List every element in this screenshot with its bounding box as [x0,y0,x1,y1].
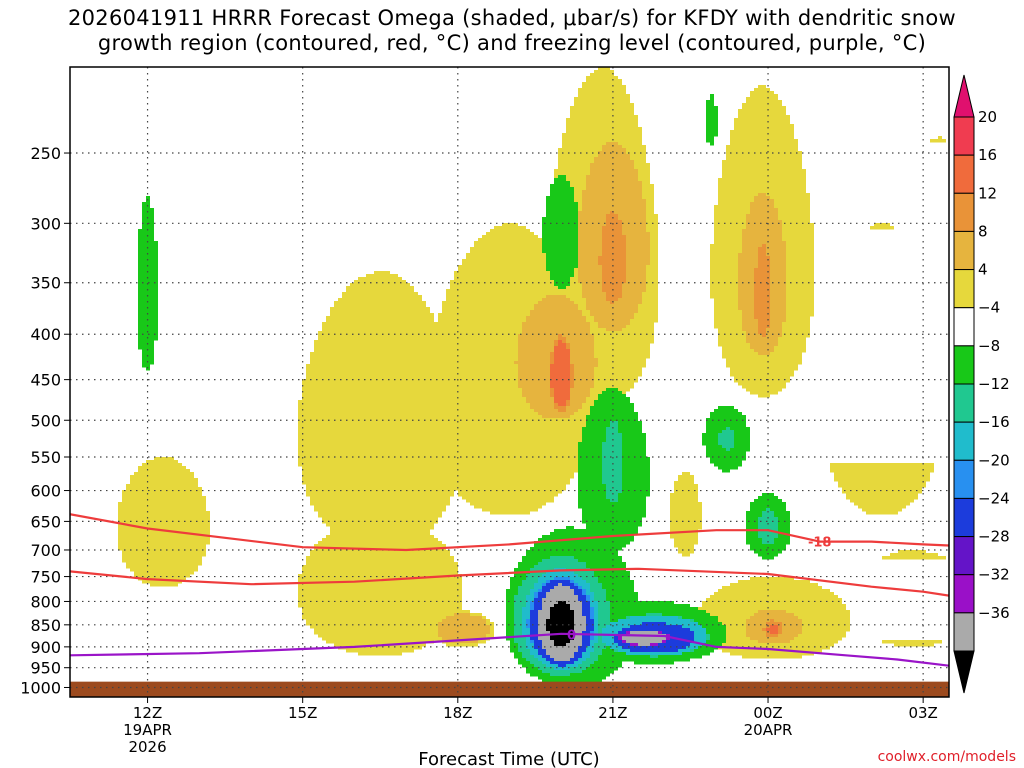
chart-title: 2026041911 HRRR Forecast Omega (shaded, … [0,6,1024,56]
colorbar-tick-label: −16 [978,413,1010,431]
colorbar-swatch [953,383,975,423]
x-tick-label: 21Z [598,704,627,722]
plot-frame [69,66,950,698]
colorbar-tick-label: −32 [978,566,1010,584]
freezing-level-contour [70,632,949,667]
colorbar-tick-label: 8 [978,222,988,240]
x-tick-label: 15Z [288,704,317,722]
colorbar-swatch [953,116,975,156]
y-tick-label: 500 [30,411,61,430]
colorbar-swatch [953,307,975,347]
y-tick-label: 850 [30,616,61,635]
y-tick-label: 650 [30,512,61,531]
ground-layer [70,681,949,697]
colorbar-tick-label: −12 [978,375,1010,393]
y-tick-label: 700 [30,541,61,560]
colorbar-swatch [953,192,975,232]
colorbar-tick-label: −20 [978,451,1010,469]
dgz-contour-label: -18 [808,536,832,551]
x-tick-label: 12Z [133,704,162,722]
colorbar-swatch [953,230,975,271]
title-line-2: growth region (contoured, red, °C) and f… [97,31,927,55]
colorbar-tick-label: −8 [978,337,1000,355]
colorbar-tick-label: −24 [978,489,1010,507]
colorbar-tick-label: −4 [978,299,1000,317]
x-tick-label: 2026 [128,738,166,756]
y-tick-label: 600 [30,482,61,501]
x-axis-label: Forecast Time (UTC) [418,749,599,768]
colorbar-swatch [953,497,975,538]
colorbar-bottom-cap [953,650,975,694]
y-tick-label: 350 [30,274,61,293]
contour-layer: -18 0 [70,513,949,667]
colorbar-tick-label: 20 [978,108,997,126]
x-tick-label: 00Z [753,704,782,722]
colorbar-tick-label: 12 [978,184,997,202]
colorbar: 20 16 12 8 4 −4 −8 −12 −16 −20 −24 −28 −32 −36 [953,74,1010,694]
colorbar-top-cap [953,74,975,118]
y-tick-label: 950 [30,659,61,678]
freezing-contour-label: 0 [567,629,576,644]
colorbar-tick-label: 4 [978,261,988,279]
x-tick-label: 20APR [744,721,793,739]
x-tick-label: 18Z [443,704,472,722]
colorbar-swatch [953,536,975,576]
colorbar-tick-label: 16 [978,146,997,164]
ground-surface [70,681,949,697]
y-tick-label: 900 [30,638,61,657]
colorbar-swatch [953,574,975,614]
dgz-lower-contour [70,567,949,597]
x-tick-label: 03Z [908,704,937,722]
colorbar-swatch [953,421,975,461]
y-tick-label: 250 [30,144,61,163]
colorbar-swatch [953,269,975,309]
y-tick-label: 800 [30,592,61,611]
colorbar-swatch [953,345,975,385]
y-tick-label: 750 [30,568,61,587]
y-tick-label: 400 [30,325,61,344]
y-tick-label: 550 [30,448,61,467]
credit-link[interactable]: coolwx.com/models [878,749,1016,765]
y-tick-label: 1000 [20,678,61,697]
dgz-upper-contour [70,513,949,552]
grid-layer [70,67,949,697]
y-tick-label: 300 [30,214,61,233]
title-line-1: 2026041911 HRRR Forecast Omega (shaded, … [67,6,957,30]
colorbar-swatch [953,154,975,194]
colorbar-swatch [953,459,975,499]
colorbar-swatch [953,612,975,652]
x-tick-label: 19APR [123,721,172,739]
omega-shading [118,67,946,689]
y-axis-ticks: 250 300 350 400 450 500 550 600 650 700 750 800 850 9… [20,144,70,697]
y-tick-label: 450 [30,371,61,390]
colorbar-tick-label: −36 [978,604,1010,622]
colorbar-tick-label: −28 [978,528,1010,546]
